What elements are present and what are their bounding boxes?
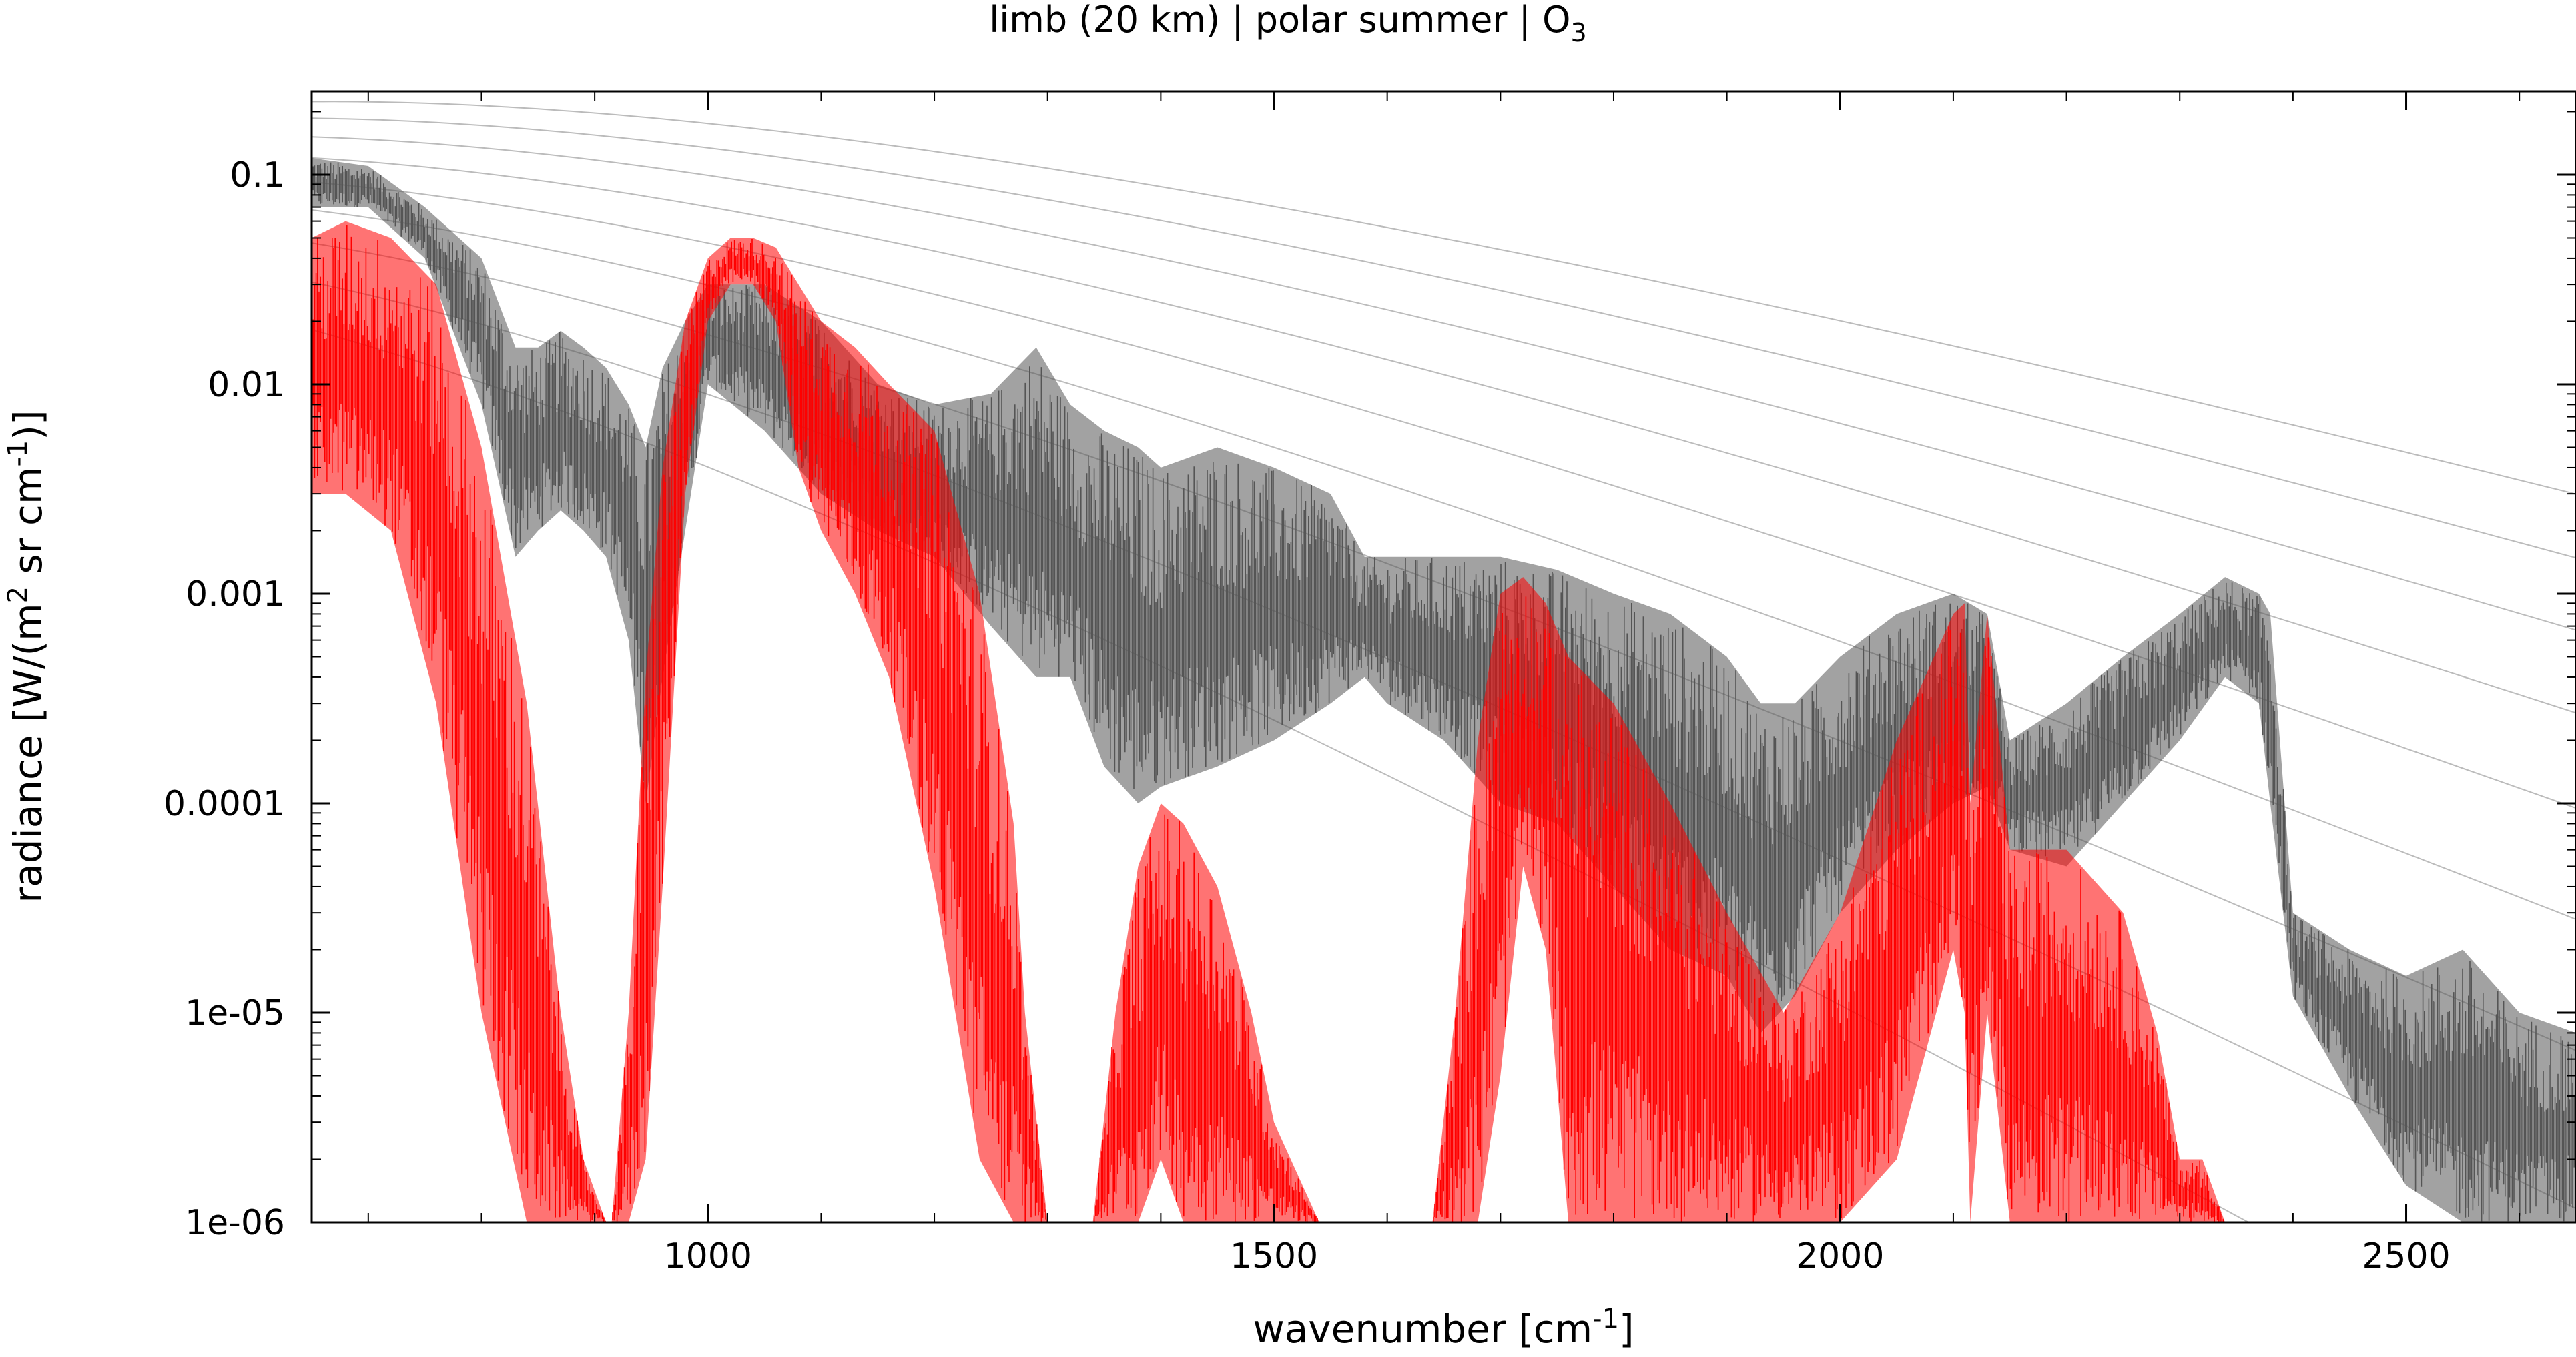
- y-tick-label: 0.0001: [164, 784, 285, 824]
- reference-curve-240k: [312, 209, 2576, 920]
- reference-curve-280k: [312, 157, 2576, 714]
- y-tick-label: 1e-06: [185, 1203, 285, 1243]
- reference-curve-320k: [312, 117, 2576, 559]
- y-tick-label: 0.01: [208, 365, 285, 405]
- y-axis-ticks: 0.1 0.01 0.001 0.0001 1e-05 1e-06: [164, 111, 2576, 1243]
- chart-title: limb (20 km) | polar summer | O3: [989, 0, 1586, 47]
- x-tick-label: 1500: [1230, 1236, 1318, 1276]
- y-tick-label: 1e-05: [185, 993, 285, 1033]
- x-tick-label: 2500: [2362, 1236, 2450, 1276]
- y-axis-title: radiance [W/(m2 sr cm-1)]: [3, 410, 51, 903]
- y-tick-label: 0.001: [186, 574, 285, 614]
- x-tick-label: 1000: [664, 1236, 752, 1276]
- series-2-lines: [312, 225, 2226, 1222]
- reference-curve-300k: [312, 136, 2576, 631]
- x-axis-ticks: 1000 1500 2000 2500: [367, 91, 2521, 1276]
- series-2: [312, 221, 2576, 1222]
- x-tick-label: 2000: [1796, 1236, 1884, 1276]
- x-axis-title: wavenumber [cm-1]: [1253, 1304, 1634, 1352]
- reference-curve-340k: [312, 101, 2576, 495]
- series-layer: [312, 158, 2576, 1222]
- y-tick-label: 0.1: [230, 155, 285, 195]
